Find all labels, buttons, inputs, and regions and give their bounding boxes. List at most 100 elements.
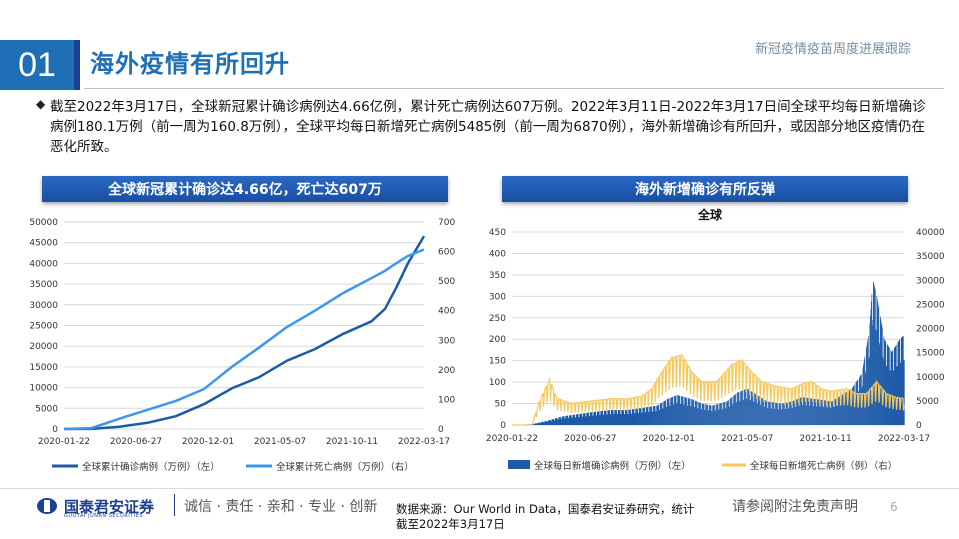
daily-case-bar <box>635 408 637 425</box>
daily-case-bar <box>717 404 718 425</box>
daily-case-bar <box>740 391 742 425</box>
daily-case-bar <box>661 402 663 425</box>
daily-case-bar <box>776 402 778 425</box>
daily-case-bar <box>848 390 850 425</box>
y-left-tick-label: 350 <box>489 271 506 281</box>
daily-case-bar <box>825 400 827 425</box>
daily-case-bar <box>613 414 615 425</box>
daily-case-bar <box>900 362 901 425</box>
daily-case-bar <box>811 398 813 425</box>
daily-case-bar <box>841 394 843 425</box>
daily-case-bar <box>856 381 857 425</box>
daily-case-bar <box>668 398 669 425</box>
daily-case-bar <box>553 420 555 425</box>
daily-case-bar <box>671 397 672 425</box>
daily-case-bar <box>630 413 632 425</box>
daily-case-bar <box>849 389 851 425</box>
daily-case-bar <box>833 407 835 425</box>
daily-case-bar <box>620 414 622 425</box>
daily-case-bar <box>701 409 702 425</box>
daily-case-bar <box>636 408 637 425</box>
daily-case-bar <box>542 421 544 425</box>
daily-case-bar <box>791 401 792 425</box>
y-right-tick-label: 20000 <box>916 325 945 335</box>
daily-case-bar <box>682 396 683 425</box>
daily-case-bar <box>849 390 850 425</box>
daily-case-bar <box>871 293 873 425</box>
daily-case-bar <box>577 414 579 425</box>
daily-case-bar <box>704 410 706 425</box>
daily-case-bar <box>607 410 609 425</box>
daily-case-bar <box>780 403 782 425</box>
daily-case-bar <box>562 416 564 425</box>
daily-case-bar <box>537 422 539 425</box>
y-left-tick-label: 150 <box>489 357 506 367</box>
daily-case-bar <box>866 347 867 425</box>
y-right-tick-label: 5000 <box>916 397 939 407</box>
daily-case-bar <box>588 412 590 425</box>
daily-case-bar <box>598 411 600 425</box>
daily-case-bar <box>600 411 602 425</box>
daily-case-bar <box>737 392 739 425</box>
daily-case-bar <box>884 340 886 425</box>
daily-case-bar <box>846 392 847 425</box>
daily-case-bar <box>561 418 563 425</box>
daily-case-bar <box>876 330 877 425</box>
daily-case-bar <box>557 419 559 425</box>
daily-case-bar <box>776 402 777 425</box>
daily-case-bar <box>656 405 658 425</box>
daily-case-bar <box>677 395 678 425</box>
daily-case-bar <box>864 356 866 425</box>
daily-case-bar <box>871 301 872 425</box>
daily-case-bar <box>683 404 685 425</box>
x-tick-label: 2022-03-17 <box>878 434 930 444</box>
daily-case-bar <box>568 415 570 425</box>
daily-case-bar <box>833 400 834 425</box>
daily-case-bar <box>858 391 859 425</box>
daily-case-bar <box>726 401 727 425</box>
daily-case-bar <box>559 416 561 425</box>
legend-daily-cases-label: 全球每日新增确诊病例（万例）（左） <box>534 460 691 472</box>
daily-case-bar <box>715 404 717 425</box>
daily-case-bar <box>870 308 872 425</box>
daily-case-bar <box>741 390 742 425</box>
daily-case-bar <box>854 395 856 425</box>
daily-case-bar <box>623 409 625 425</box>
daily-case-bar <box>621 409 623 425</box>
daily-case-bar <box>604 410 606 425</box>
x-tick-label: 2020-01-22 <box>38 437 90 447</box>
x-tick-label: 2021-05-07 <box>721 434 773 444</box>
daily-case-bar <box>858 391 860 425</box>
daily-case-bar <box>533 424 535 425</box>
company-name: 国泰君安证券 <box>64 498 155 516</box>
daily-case-bar <box>695 400 696 425</box>
y-left-tick-label: 50 <box>495 400 507 410</box>
daily-case-bar <box>880 316 881 425</box>
daily-case-bar <box>829 401 831 425</box>
daily-case-bar <box>646 407 648 425</box>
daily-case-bar <box>665 400 666 425</box>
daily-case-bar <box>670 397 671 425</box>
daily-case-bar <box>757 403 758 425</box>
daily-case-bar <box>830 407 831 425</box>
page-title: 海外疫情有所回升 <box>90 50 290 78</box>
daily-case-bar <box>589 412 591 425</box>
daily-case-bar <box>837 405 839 425</box>
daily-case-bar <box>647 407 648 425</box>
daily-case-bar <box>644 412 646 425</box>
daily-case-bar <box>556 417 558 425</box>
header-subtitle: 新冠疫情疫苗周度进展跟踪 <box>755 42 912 57</box>
daily-case-bar <box>888 346 890 425</box>
daily-case-bar <box>841 403 842 425</box>
daily-case-bar <box>574 414 576 425</box>
daily-case-bar <box>595 411 597 425</box>
daily-case-bar <box>698 402 700 425</box>
daily-case-bar <box>779 403 780 425</box>
daily-case-bar <box>904 360 905 425</box>
daily-case-bar <box>583 413 585 425</box>
daily-case-bar <box>616 414 618 425</box>
daily-case-bar <box>700 409 702 425</box>
daily-case-bar <box>756 394 757 425</box>
daily-case-bar <box>845 392 846 425</box>
daily-case-bar <box>766 401 767 425</box>
